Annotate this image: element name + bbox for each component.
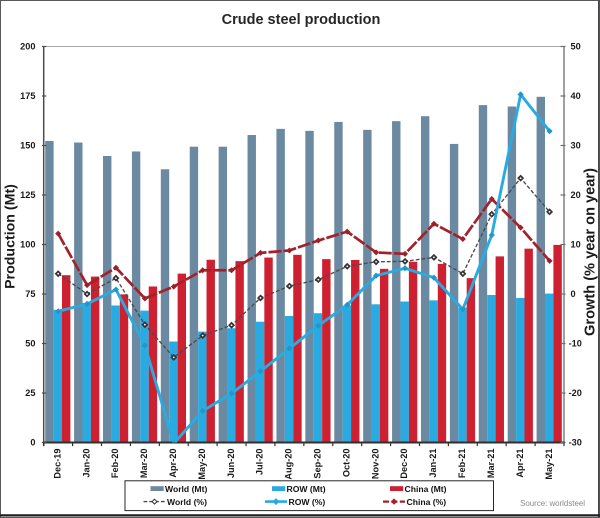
svg-text:World (Mt): World (Mt) [165, 484, 207, 494]
svg-text:Mar-21: Mar-21 [486, 449, 496, 479]
svg-text:Nov-20: Nov-20 [370, 449, 380, 480]
svg-text:Jun-20: Jun-20 [226, 449, 236, 479]
svg-text:Mar-20: Mar-20 [139, 449, 149, 479]
svg-text:Production (Mt): Production (Mt) [3, 184, 19, 289]
svg-text:World (%): World (%) [167, 497, 207, 507]
svg-text:Growth (% year on year): Growth (% year on year) [583, 168, 599, 336]
svg-text:ROW (Mt): ROW (Mt) [287, 484, 326, 494]
svg-text:Source: worldsteel: Source: worldsteel [520, 499, 585, 508]
svg-text:Crude steel production: Crude steel production [222, 12, 381, 28]
svg-text:Apr-20: Apr-20 [168, 449, 178, 478]
svg-text:50: 50 [25, 339, 35, 349]
svg-text:May-21: May-21 [544, 449, 554, 480]
svg-text:50: 50 [571, 42, 581, 52]
svg-text:May-20: May-20 [197, 449, 207, 480]
svg-text:Dec-19: Dec-19 [52, 449, 62, 479]
svg-text:75: 75 [25, 289, 35, 299]
svg-text:40: 40 [571, 91, 581, 101]
svg-text:-20: -20 [569, 388, 582, 398]
svg-text:Apr-21: Apr-21 [515, 449, 525, 478]
svg-text:China (Mt): China (Mt) [405, 484, 447, 494]
svg-text:20: 20 [571, 190, 581, 200]
svg-text:150: 150 [20, 141, 35, 151]
svg-text:175: 175 [20, 91, 35, 101]
svg-text:Feb-21: Feb-21 [457, 449, 467, 479]
svg-text:30: 30 [571, 141, 581, 151]
svg-text:Jul-20: Jul-20 [255, 449, 265, 476]
svg-text:Dec-20: Dec-20 [399, 449, 409, 479]
svg-text:Jan-21: Jan-21 [428, 449, 438, 478]
svg-text:ROW (%): ROW (%) [289, 497, 326, 507]
svg-text:0: 0 [571, 289, 576, 299]
svg-text:China (%): China (%) [407, 497, 447, 507]
svg-text:Sep-20: Sep-20 [313, 449, 323, 479]
svg-text:Aug-20: Aug-20 [284, 449, 294, 480]
svg-text:25: 25 [25, 388, 35, 398]
svg-text:Oct-20: Oct-20 [341, 449, 351, 478]
svg-text:125: 125 [20, 190, 35, 200]
svg-text:100: 100 [20, 240, 35, 250]
svg-text:Feb-20: Feb-20 [110, 449, 120, 479]
svg-text:Jan-20: Jan-20 [81, 449, 91, 478]
svg-text:10: 10 [571, 240, 581, 250]
svg-text:200: 200 [20, 42, 35, 52]
svg-text:0: 0 [30, 438, 35, 448]
svg-text:-30: -30 [569, 438, 582, 448]
svg-text:-10: -10 [569, 339, 582, 349]
